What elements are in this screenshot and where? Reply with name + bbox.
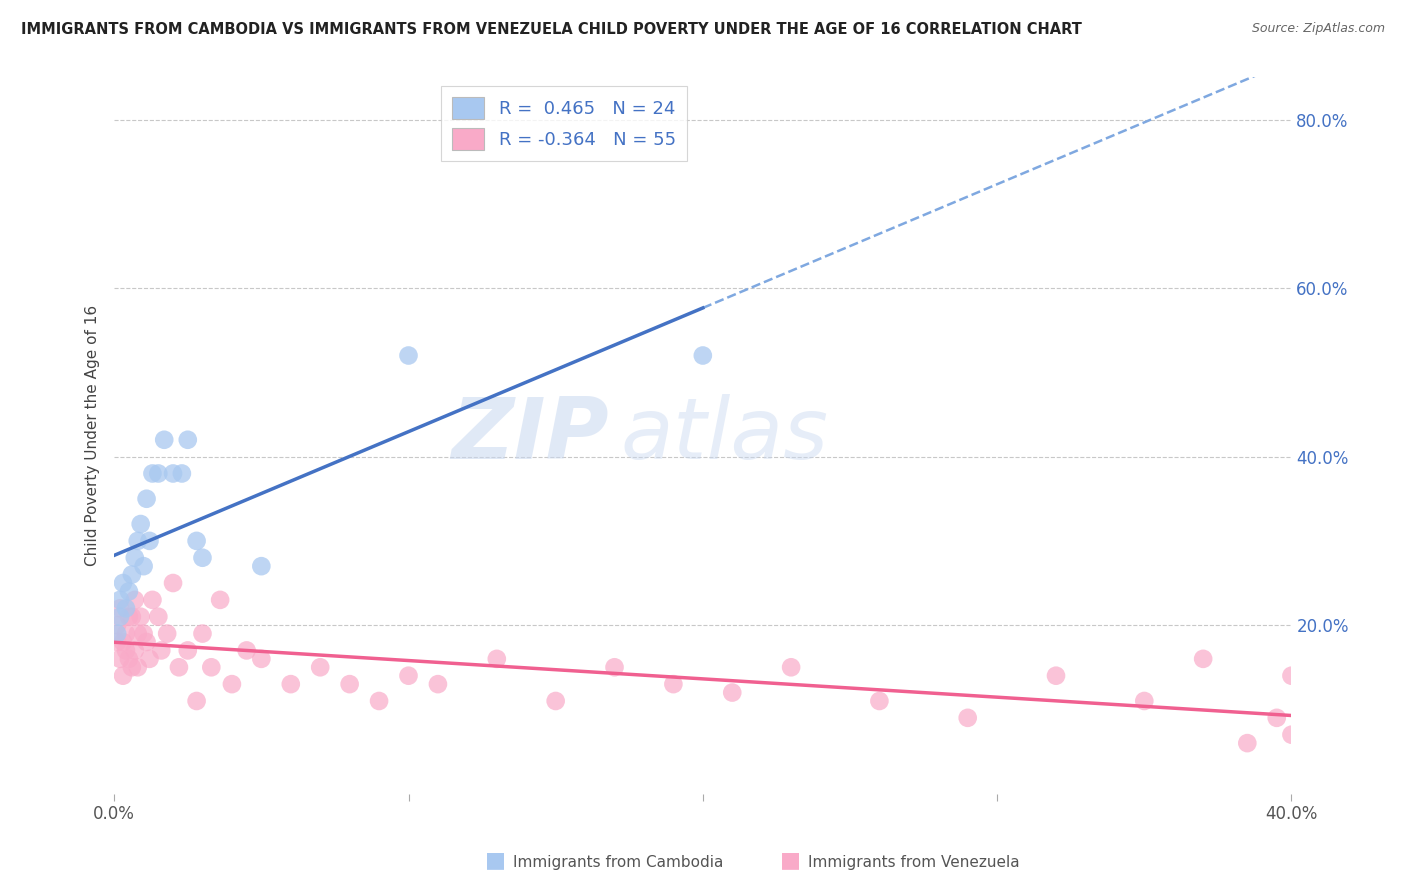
Point bbox=[426, 677, 449, 691]
Point bbox=[118, 609, 141, 624]
Point bbox=[108, 652, 131, 666]
Point bbox=[132, 559, 155, 574]
Point bbox=[124, 643, 146, 657]
Point bbox=[148, 467, 170, 481]
Point bbox=[170, 467, 193, 481]
Point bbox=[162, 467, 184, 481]
Point bbox=[368, 694, 391, 708]
Point bbox=[105, 626, 128, 640]
Legend: R =  0.465   N = 24, R = -0.364   N = 55: R = 0.465 N = 24, R = -0.364 N = 55 bbox=[441, 87, 686, 161]
Point bbox=[111, 576, 134, 591]
Point bbox=[135, 491, 157, 506]
Point bbox=[135, 635, 157, 649]
Text: ■: ■ bbox=[780, 850, 801, 870]
Point bbox=[221, 677, 243, 691]
Point bbox=[153, 433, 176, 447]
Point bbox=[250, 559, 273, 574]
Text: atlas: atlas bbox=[620, 394, 828, 477]
Point bbox=[1281, 728, 1303, 742]
Point bbox=[127, 533, 149, 548]
Point bbox=[108, 601, 131, 615]
Point bbox=[115, 601, 138, 615]
Point bbox=[118, 584, 141, 599]
Point bbox=[108, 592, 131, 607]
Point bbox=[105, 635, 128, 649]
Point bbox=[162, 576, 184, 591]
Point bbox=[485, 652, 508, 666]
Text: ■: ■ bbox=[485, 850, 506, 870]
Point bbox=[191, 550, 214, 565]
Point bbox=[339, 677, 361, 691]
Point bbox=[186, 694, 208, 708]
Point bbox=[141, 467, 163, 481]
Point bbox=[121, 609, 143, 624]
Point bbox=[156, 626, 179, 640]
Point bbox=[721, 685, 744, 699]
Point bbox=[115, 643, 138, 657]
Point bbox=[398, 349, 420, 363]
Point bbox=[868, 694, 890, 708]
Point bbox=[167, 660, 190, 674]
Point bbox=[250, 652, 273, 666]
Point bbox=[398, 669, 420, 683]
Point bbox=[124, 592, 146, 607]
Point bbox=[235, 643, 257, 657]
Point bbox=[191, 626, 214, 640]
Point bbox=[129, 609, 152, 624]
Text: Immigrants from Cambodia: Immigrants from Cambodia bbox=[513, 855, 724, 870]
Point bbox=[1192, 652, 1215, 666]
Point bbox=[138, 533, 160, 548]
Point bbox=[115, 626, 138, 640]
Point bbox=[124, 550, 146, 565]
Point bbox=[186, 533, 208, 548]
Point bbox=[956, 711, 979, 725]
Text: IMMIGRANTS FROM CAMBODIA VS IMMIGRANTS FROM VENEZUELA CHILD POVERTY UNDER THE AG: IMMIGRANTS FROM CAMBODIA VS IMMIGRANTS F… bbox=[21, 22, 1083, 37]
Point bbox=[121, 567, 143, 582]
Point bbox=[544, 694, 567, 708]
Point bbox=[141, 592, 163, 607]
Point bbox=[780, 660, 803, 674]
Point bbox=[127, 660, 149, 674]
Point bbox=[129, 516, 152, 531]
Point bbox=[111, 635, 134, 649]
Point bbox=[118, 652, 141, 666]
Text: Source: ZipAtlas.com: Source: ZipAtlas.com bbox=[1251, 22, 1385, 36]
Point bbox=[150, 643, 173, 657]
Point bbox=[105, 618, 128, 632]
Point bbox=[1045, 669, 1067, 683]
Point bbox=[177, 433, 200, 447]
Point bbox=[132, 626, 155, 640]
Point bbox=[177, 643, 200, 657]
Point bbox=[662, 677, 685, 691]
Point bbox=[121, 660, 143, 674]
Y-axis label: Child Poverty Under the Age of 16: Child Poverty Under the Age of 16 bbox=[86, 305, 100, 566]
Point bbox=[1281, 669, 1303, 683]
Point bbox=[280, 677, 302, 691]
Point bbox=[148, 609, 170, 624]
Point bbox=[1265, 711, 1288, 725]
Point bbox=[209, 592, 232, 607]
Point bbox=[200, 660, 222, 674]
Point bbox=[603, 660, 626, 674]
Text: Immigrants from Venezuela: Immigrants from Venezuela bbox=[808, 855, 1021, 870]
Point bbox=[127, 626, 149, 640]
Point bbox=[1236, 736, 1258, 750]
Point bbox=[1133, 694, 1156, 708]
Point bbox=[108, 609, 131, 624]
Point bbox=[692, 349, 714, 363]
Text: ZIP: ZIP bbox=[451, 394, 609, 477]
Point bbox=[111, 669, 134, 683]
Point bbox=[309, 660, 332, 674]
Point bbox=[138, 652, 160, 666]
